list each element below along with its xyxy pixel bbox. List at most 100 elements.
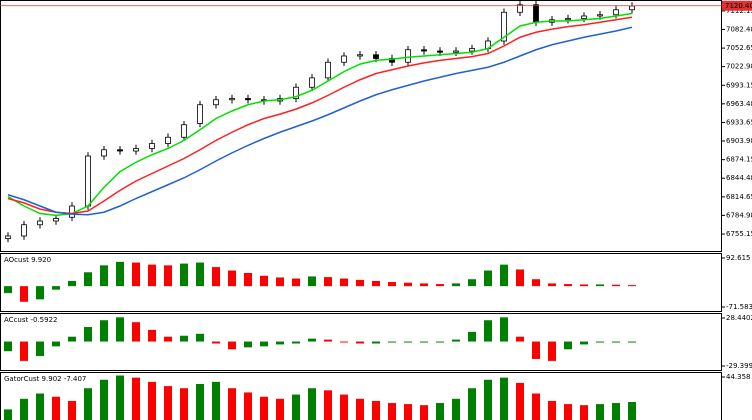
candle-body <box>533 4 539 23</box>
histogram-bar <box>580 341 588 345</box>
histogram-bar <box>116 317 124 342</box>
histogram-bar <box>324 277 332 287</box>
candle-body <box>629 5 635 11</box>
y-tick-label: 6993.15 <box>726 81 752 89</box>
histogram-bar <box>452 339 460 342</box>
histogram-bar <box>548 283 556 287</box>
candle-body <box>325 61 331 79</box>
histogram-bar <box>452 283 460 287</box>
candle-body <box>437 50 443 53</box>
histogram-bar <box>500 377 508 420</box>
candle-body <box>453 50 459 53</box>
histogram-bar <box>500 317 508 342</box>
histogram-bar <box>52 396 60 420</box>
histogram-bar <box>420 405 428 420</box>
y-tick-label: 6963.48 <box>726 100 752 108</box>
y-tick-label: 28.4402 <box>726 314 752 322</box>
candle-body <box>149 143 155 149</box>
histogram-bar <box>68 336 76 342</box>
histogram-bar <box>260 396 268 420</box>
histogram-bar <box>564 341 572 350</box>
candle-body <box>37 220 43 226</box>
candle-body <box>309 77 315 88</box>
moving-average-line <box>7 16 633 215</box>
candle-body <box>165 136 171 144</box>
histogram-bar <box>84 388 92 420</box>
histogram-bar <box>340 278 348 287</box>
candle-body <box>341 55 347 63</box>
main-panel <box>0 0 722 252</box>
current-price-box <box>722 0 752 11</box>
current-price-label: 7120.40 <box>725 2 752 10</box>
histogram-bar <box>20 341 28 361</box>
histogram-bar <box>388 403 396 420</box>
histogram-bar <box>404 404 412 420</box>
histogram-bar <box>372 280 380 287</box>
histogram-bar <box>612 284 620 287</box>
histogram-bar <box>4 409 12 420</box>
histogram-bar <box>580 405 588 420</box>
histogram-bar <box>68 400 76 420</box>
histogram-bar <box>180 388 188 420</box>
histogram-bar <box>212 381 220 420</box>
histogram-bar <box>52 286 60 290</box>
histogram-bar <box>484 379 492 420</box>
histogram-bar <box>532 341 540 359</box>
gator-panel <box>0 372 722 420</box>
histogram-bar <box>228 388 236 420</box>
candle-body <box>5 235 11 239</box>
y-tick-label: -29.3992 <box>726 362 752 370</box>
histogram-bar <box>20 286 28 302</box>
histogram-bar <box>84 327 92 342</box>
histogram-bar <box>292 341 300 344</box>
histogram-bar <box>516 336 524 342</box>
histogram-bar <box>148 264 156 287</box>
candle-body <box>133 148 139 152</box>
histogram-bar <box>340 394 348 420</box>
candle-body <box>245 98 251 101</box>
histogram-bar <box>468 331 476 342</box>
histogram-bar <box>612 403 620 420</box>
histogram-bar <box>308 338 316 342</box>
histogram-bar <box>180 335 188 342</box>
histogram-bar <box>84 272 92 287</box>
candle-body <box>85 155 91 207</box>
histogram-bar <box>628 285 636 287</box>
histogram-bar <box>196 383 204 420</box>
histogram-bar <box>36 341 44 357</box>
y-tick-label: 6755.15 <box>726 230 752 238</box>
histogram-bar <box>164 265 172 287</box>
histogram-bar <box>292 278 300 287</box>
histogram-bar <box>404 282 412 287</box>
histogram-bar <box>212 341 220 344</box>
histogram-bar <box>612 341 620 343</box>
histogram-bar <box>292 394 300 420</box>
candle-body <box>181 124 187 138</box>
histogram-bar <box>628 401 636 420</box>
candle-body <box>53 218 59 222</box>
histogram-bar <box>164 386 172 420</box>
histogram-bar <box>596 404 604 420</box>
histogram-bar <box>228 341 236 350</box>
moving-average-line <box>7 12 633 217</box>
histogram-bar <box>116 375 124 420</box>
histogram-bar <box>436 403 444 420</box>
candle-body <box>357 54 363 57</box>
histogram-bar <box>404 341 412 343</box>
histogram-bar <box>420 283 428 287</box>
histogram-bar <box>484 320 492 342</box>
histogram-bar <box>148 381 156 420</box>
histogram-bar <box>436 341 444 343</box>
candle-body <box>293 86 299 99</box>
indicator-title: ACcust -0.5922 <box>4 316 57 324</box>
histogram-bar <box>596 284 604 287</box>
histogram-bar <box>244 392 252 420</box>
histogram-bar <box>116 261 124 287</box>
y-tick-label: 6784.98 <box>726 211 752 219</box>
histogram-bar <box>260 275 268 287</box>
y-tick-label: 6874.15 <box>726 156 752 164</box>
candle-body <box>229 98 235 101</box>
candle-body <box>405 49 411 63</box>
histogram-bar <box>372 400 380 420</box>
histogram-bar <box>164 336 172 342</box>
